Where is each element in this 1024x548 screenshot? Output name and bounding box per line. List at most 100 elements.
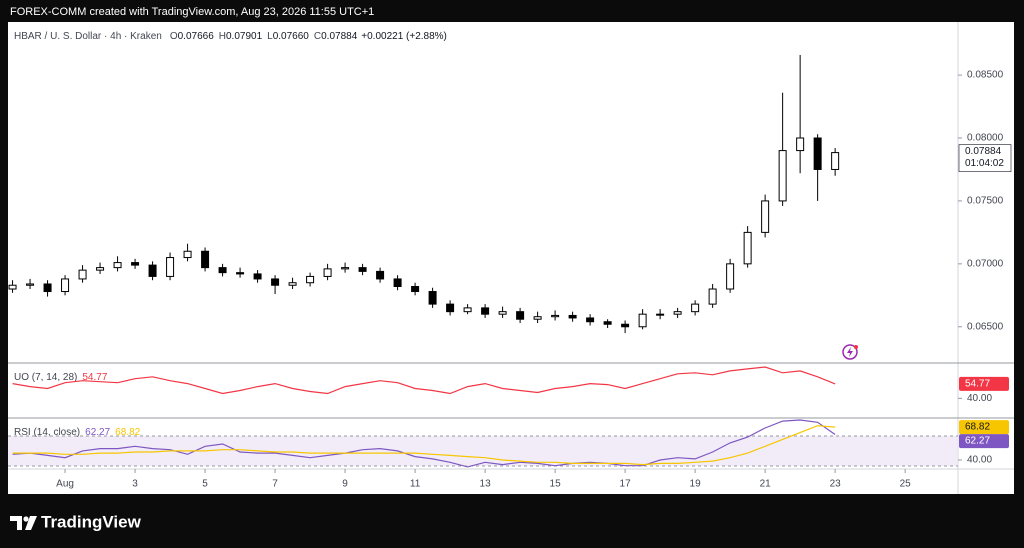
legend-ohlc-value: 0.07666 bbox=[178, 31, 215, 42]
x-tick-label: 5 bbox=[202, 479, 208, 490]
candle-body bbox=[96, 267, 105, 271]
candle-body bbox=[481, 307, 490, 315]
chart-panel bbox=[8, 22, 1014, 494]
x-tick-label: 25 bbox=[900, 479, 912, 490]
header-text: FOREX-COMM created with TradingView.com,… bbox=[10, 6, 374, 18]
x-tick-label: 21 bbox=[760, 479, 772, 490]
indicator-legend: RSI (14, close) 62.27 68.82 bbox=[14, 427, 141, 438]
legend-ohlc-label: H bbox=[219, 31, 226, 42]
x-tick-label: 15 bbox=[550, 479, 562, 490]
legend-ohlc-value: 0.07901 bbox=[226, 31, 263, 42]
x-tick-label: 7 bbox=[272, 479, 278, 490]
legend-ohlc-value: 0.07884 bbox=[321, 31, 358, 42]
x-tick-label: 13 bbox=[480, 479, 492, 490]
indicator-title: UO (7, 14, 28) bbox=[14, 372, 77, 383]
legend-change: +0.00221 (+2.88%) bbox=[361, 31, 447, 42]
indicator-value: 68.82 bbox=[115, 427, 140, 438]
candle-body bbox=[463, 307, 472, 313]
candle-body bbox=[323, 268, 332, 277]
indicator-tag: 62.27 bbox=[965, 436, 990, 447]
legend: HBAR / U. S. Dollar · 4h · Kraken O0.0766… bbox=[14, 31, 447, 42]
candle-body bbox=[236, 272, 245, 275]
y-tick-label: 0.08000 bbox=[967, 133, 1004, 144]
last-price-label: 0.07884 bbox=[965, 146, 1002, 157]
y-tick-label: 0.06500 bbox=[967, 321, 1004, 332]
candle-body bbox=[656, 313, 665, 316]
y-tick-label: 0.08500 bbox=[967, 70, 1004, 81]
candle-body bbox=[26, 283, 35, 286]
candle-body bbox=[446, 303, 455, 313]
candle-body bbox=[411, 285, 420, 293]
candle-body bbox=[8, 284, 17, 290]
y-tick-label: 0.07500 bbox=[967, 196, 1004, 207]
candle-body bbox=[638, 313, 647, 328]
indicator-tag-bg bbox=[959, 376, 1009, 391]
candle-body bbox=[551, 314, 560, 318]
candle-body bbox=[428, 291, 437, 305]
candle-body bbox=[341, 267, 350, 270]
countdown-label: 01:04:02 bbox=[965, 158, 1004, 169]
candle-body bbox=[761, 200, 770, 233]
candle-body bbox=[43, 283, 52, 293]
candle-body bbox=[358, 267, 367, 272]
x-tick-label: 17 bbox=[620, 479, 632, 490]
candle-body bbox=[306, 275, 315, 284]
candle-body bbox=[166, 257, 175, 277]
candle-body bbox=[568, 314, 577, 319]
candle-body bbox=[78, 269, 87, 280]
candle-body bbox=[253, 273, 262, 280]
rsi-band bbox=[8, 436, 958, 466]
indicator-tag-bg bbox=[959, 434, 1009, 449]
candle-body bbox=[393, 278, 402, 287]
candle-body bbox=[691, 303, 700, 313]
candle-body bbox=[796, 137, 805, 152]
indicator-line bbox=[12, 366, 836, 395]
indicator-title: RSI (14, close) bbox=[14, 427, 80, 438]
candle-body bbox=[533, 316, 542, 320]
x-tick-label: 23 bbox=[830, 479, 842, 490]
indicator-value: 54.77 bbox=[82, 372, 107, 383]
candle-body bbox=[516, 311, 525, 320]
candle-body bbox=[743, 231, 752, 265]
candle-body bbox=[61, 278, 70, 293]
candle-body bbox=[183, 250, 192, 259]
footer-logo-text: TradingView bbox=[41, 512, 142, 531]
y-tick-label: 40.00 bbox=[967, 455, 992, 466]
candle-body bbox=[288, 282, 297, 286]
legend-ohlc-value: 0.07660 bbox=[273, 31, 310, 42]
indicator-line bbox=[12, 425, 836, 466]
x-tick-label: 9 bbox=[342, 479, 348, 490]
candle-body bbox=[498, 311, 507, 315]
last-price-bg bbox=[958, 144, 1012, 172]
candle-body bbox=[201, 250, 210, 269]
candle-body bbox=[131, 262, 140, 266]
indicator-legend: UO (7, 14, 28) 54.77 bbox=[14, 372, 108, 383]
footer-logo-icon bbox=[10, 516, 37, 530]
legend-ohlc-label: O bbox=[170, 31, 178, 42]
indicator-tag: 54.77 bbox=[965, 379, 990, 390]
indicator-value: 62.27 bbox=[85, 427, 110, 438]
x-tick-label: 19 bbox=[690, 479, 702, 490]
candle-body bbox=[621, 323, 630, 328]
candle-body bbox=[708, 288, 717, 305]
candle-body bbox=[831, 152, 840, 170]
candle-body bbox=[586, 317, 595, 323]
candle-body bbox=[673, 311, 682, 315]
candle-body bbox=[778, 150, 787, 202]
candle-body bbox=[603, 321, 612, 325]
indicator-tag: 68.82 bbox=[965, 422, 990, 433]
candle-body bbox=[113, 262, 122, 269]
candle-body bbox=[726, 263, 735, 290]
candle-body bbox=[271, 278, 280, 286]
indicator-line bbox=[12, 419, 836, 468]
y-tick-label: 40.00 bbox=[967, 393, 992, 404]
x-tick-label: 3 bbox=[132, 479, 138, 490]
candle-body bbox=[148, 264, 157, 277]
indicator-tag-bg bbox=[959, 420, 1009, 435]
x-tick-label: Aug bbox=[56, 479, 74, 490]
legend-ohlc-label: C bbox=[314, 31, 321, 42]
legend-title: HBAR / U. S. Dollar · 4h · Kraken bbox=[14, 31, 162, 42]
x-tick-label: 11 bbox=[410, 479, 421, 490]
